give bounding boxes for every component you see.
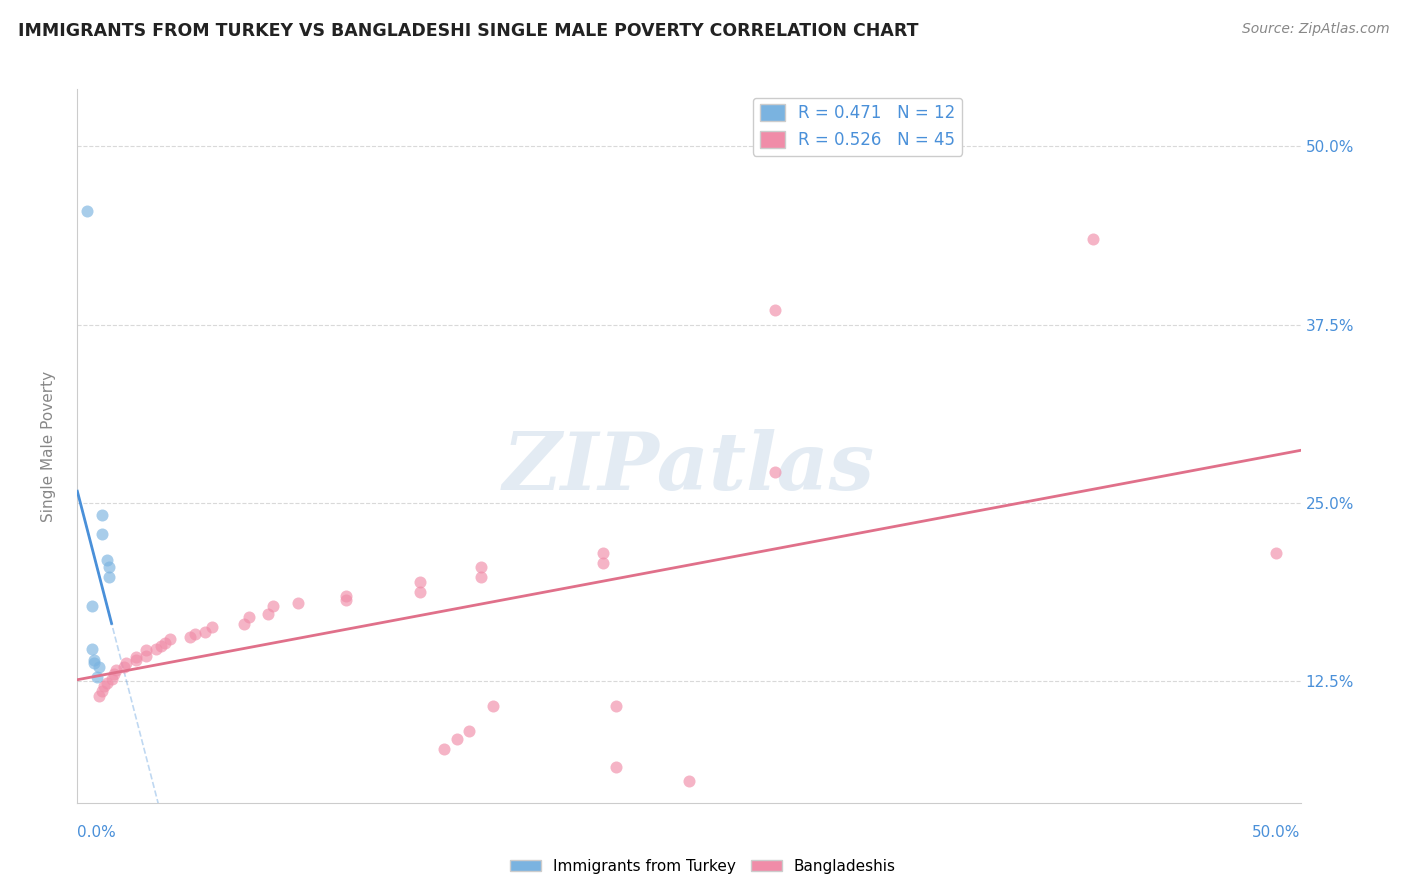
Point [201, 620, 224, 634]
Point [86, 670, 108, 684]
Point [1081, 232, 1104, 246]
Point [335, 589, 357, 603]
Point [433, 741, 456, 756]
Legend: Immigrants from Turkey, Bangladeshis: Immigrants from Turkey, Bangladeshis [503, 853, 903, 880]
Point [103, 667, 125, 681]
Point [678, 774, 700, 789]
Point [89, 689, 111, 703]
Point [470, 560, 492, 574]
Point [98, 570, 121, 584]
Point [135, 643, 157, 657]
Point [90, 508, 112, 522]
Point [125, 653, 148, 667]
Legend: R = 0.471   N = 12, R = 0.526   N = 45: R = 0.471 N = 12, R = 0.526 N = 45 [754, 97, 962, 155]
Point [262, 599, 284, 613]
Point [482, 698, 505, 713]
Point [763, 303, 786, 318]
Text: Source: ZipAtlas.com: Source: ZipAtlas.com [1241, 22, 1389, 37]
Point [409, 584, 432, 599]
Y-axis label: Single Male Poverty: Single Male Poverty [42, 370, 56, 522]
Point [76, 203, 98, 218]
Text: ZIPatlas: ZIPatlas [503, 429, 875, 506]
Point [446, 731, 468, 746]
Point [409, 574, 432, 589]
Point [238, 610, 260, 624]
Point [470, 570, 492, 584]
Point [80, 641, 103, 656]
Point [125, 650, 148, 665]
Point [89, 660, 111, 674]
Point [457, 724, 479, 739]
Point [93, 679, 115, 693]
Point [90, 527, 112, 541]
Text: IMMIGRANTS FROM TURKEY VS BANGLADESHI SINGLE MALE POVERTY CORRELATION CHART: IMMIGRANTS FROM TURKEY VS BANGLADESHI SI… [18, 22, 918, 40]
Point [592, 556, 614, 570]
Point [145, 641, 167, 656]
Point [159, 632, 181, 646]
Point [335, 593, 357, 607]
Point [112, 660, 135, 674]
Text: 0.0%: 0.0% [77, 825, 117, 840]
Point [232, 617, 254, 632]
Point [763, 465, 786, 479]
Point [83, 653, 105, 667]
Point [605, 760, 627, 774]
Point [115, 656, 138, 670]
Point [605, 698, 627, 713]
Point [179, 630, 201, 644]
Point [287, 596, 309, 610]
Point [83, 656, 105, 670]
Point [149, 639, 172, 653]
Point [193, 624, 215, 639]
Point [96, 676, 118, 690]
Point [100, 672, 122, 686]
Point [592, 546, 614, 560]
Point [135, 648, 157, 663]
Point [184, 627, 207, 641]
Point [105, 663, 128, 677]
Point [1265, 546, 1288, 560]
Point [96, 553, 118, 567]
Point [257, 607, 280, 622]
Point [155, 636, 177, 650]
Text: 50.0%: 50.0% [1253, 825, 1301, 840]
Point [98, 560, 121, 574]
Point [80, 599, 103, 613]
Point [90, 684, 112, 698]
